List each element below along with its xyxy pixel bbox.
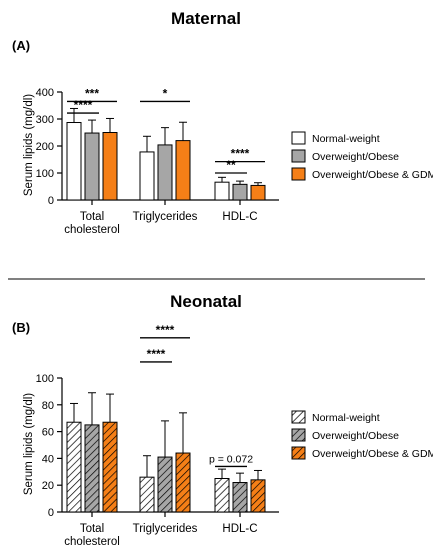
neonatal-y-tick-label: 60 — [42, 427, 54, 439]
maternal-legend-label: Normal-weight — [312, 133, 380, 145]
neonatal-bar-overweight-obese-gdm — [102, 421, 118, 513]
neonatal-y-tick-label: 0 — [48, 507, 54, 519]
neonatal-significance-label: **** — [156, 323, 175, 337]
maternal-bar-normal-weight — [214, 181, 230, 201]
neonatal-bar-normal-weight — [66, 421, 82, 513]
maternal-bar-normal-weight — [139, 151, 155, 201]
maternal-bar-overweight-obese — [84, 132, 100, 201]
neonatal-panel-label: (B) — [12, 320, 30, 335]
maternal-significance-label: **** — [231, 147, 250, 161]
maternal-y-tick-label: 100 — [36, 168, 54, 180]
maternal-legend-swatch-overweight-obese — [291, 149, 306, 163]
maternal-category-label: Triglycerides — [133, 211, 198, 223]
neonatal-bar-normal-weight — [139, 476, 155, 513]
neonatal-legend-label: Overweight/Obese & GDM — [312, 448, 433, 460]
neonatal-legend-swatch-normal-weight — [291, 410, 306, 424]
maternal-panel-label: (A) — [12, 38, 30, 53]
neonatal-significance-label: **** — [147, 347, 166, 361]
neonatal-bar-overweight-obese — [232, 482, 248, 513]
maternal-significance-label: *** — [85, 86, 99, 100]
maternal-significance-label: * — [163, 86, 168, 100]
maternal-bar-overweight-obese — [157, 144, 173, 201]
maternal-bar-overweight-obese — [232, 183, 248, 201]
maternal-significance-label: **** — [74, 98, 93, 112]
neonatal-title: Neonatal — [170, 292, 242, 311]
maternal-chart: Maternal (A) Serum lipids (mg/dl) 0 100 20… — [12, 9, 433, 236]
neonatal-legend-label: Overweight/Obese — [312, 430, 399, 442]
maternal-legend: Normal-weight Overweight/Obese Overweight/… — [291, 131, 433, 181]
neonatal-bar-overweight-obese-gdm — [175, 452, 191, 513]
neonatal-legend-swatch-overweight-obese-gdm — [291, 446, 306, 460]
neonatal-y-tick-label: 20 — [42, 480, 54, 492]
maternal-bar-normal-weight — [66, 122, 82, 201]
neonatal-bar-normal-weight — [214, 478, 230, 513]
maternal-y-axis-label: Serum lipids (mg/dl) — [23, 94, 35, 196]
maternal-bar-overweight-obese-gdm — [102, 132, 118, 201]
neonatal-significance-label: p = 0.072 — [209, 453, 253, 465]
neonatal-category-label: Total — [80, 523, 104, 535]
neonatal-legend: Normal-weight Overweight/Obese Overweight/… — [291, 410, 433, 460]
neonatal-y-tick-label: 80 — [42, 400, 54, 412]
maternal-legend-label: Overweight/Obese & GDM — [312, 169, 433, 181]
maternal-legend-swatch-overweight-obese-gdm — [291, 167, 306, 181]
maternal-legend-label: Overweight/Obese — [312, 151, 399, 163]
maternal-y-tick-label: 200 — [36, 141, 54, 153]
neonatal-category-label: HDL-C — [222, 523, 257, 535]
neonatal-y-tick-label: 40 — [42, 453, 54, 465]
neonatal-bar-overweight-obese-gdm — [250, 479, 266, 513]
maternal-legend-swatch-normal-weight — [291, 131, 306, 145]
neonatal-legend-label: Normal-weight — [312, 412, 380, 424]
maternal-y-tick-label: 0 — [48, 195, 54, 207]
neonatal-category-label: cholesterol — [64, 536, 120, 548]
maternal-bar-overweight-obese-gdm — [250, 184, 266, 201]
maternal-y-tick-label: 400 — [36, 87, 54, 99]
neonatal-category-label: Triglycerides — [133, 523, 198, 535]
neonatal-y-axis-label: Serum lipids (mg/dl) — [23, 393, 35, 495]
neonatal-chart: Neonatal (B) Serum lipids (mg/dl) 0 20 40 6… — [12, 292, 433, 548]
neonatal-legend-swatch-overweight-obese — [291, 428, 306, 442]
maternal-category-label: Total — [80, 211, 104, 223]
maternal-y-tick-label: 300 — [36, 114, 54, 126]
maternal-bar-overweight-obese-gdm — [175, 140, 191, 201]
neonatal-bar-overweight-obese — [84, 424, 100, 513]
maternal-title: Maternal — [171, 9, 241, 28]
maternal-significance-label: ** — [226, 158, 236, 172]
neonatal-bar-overweight-obese — [157, 456, 173, 513]
neonatal-y-tick-label: 100 — [36, 373, 54, 385]
maternal-category-label: HDL-C — [222, 211, 257, 223]
maternal-category-label: cholesterol — [64, 224, 120, 236]
